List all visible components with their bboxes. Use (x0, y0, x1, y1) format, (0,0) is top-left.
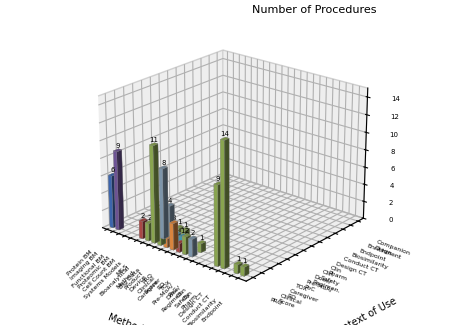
Text: Number of Procedures: Number of Procedures (252, 6, 376, 16)
Y-axis label: Context of Use: Context of Use (330, 296, 398, 325)
X-axis label: Method: Method (107, 313, 145, 325)
